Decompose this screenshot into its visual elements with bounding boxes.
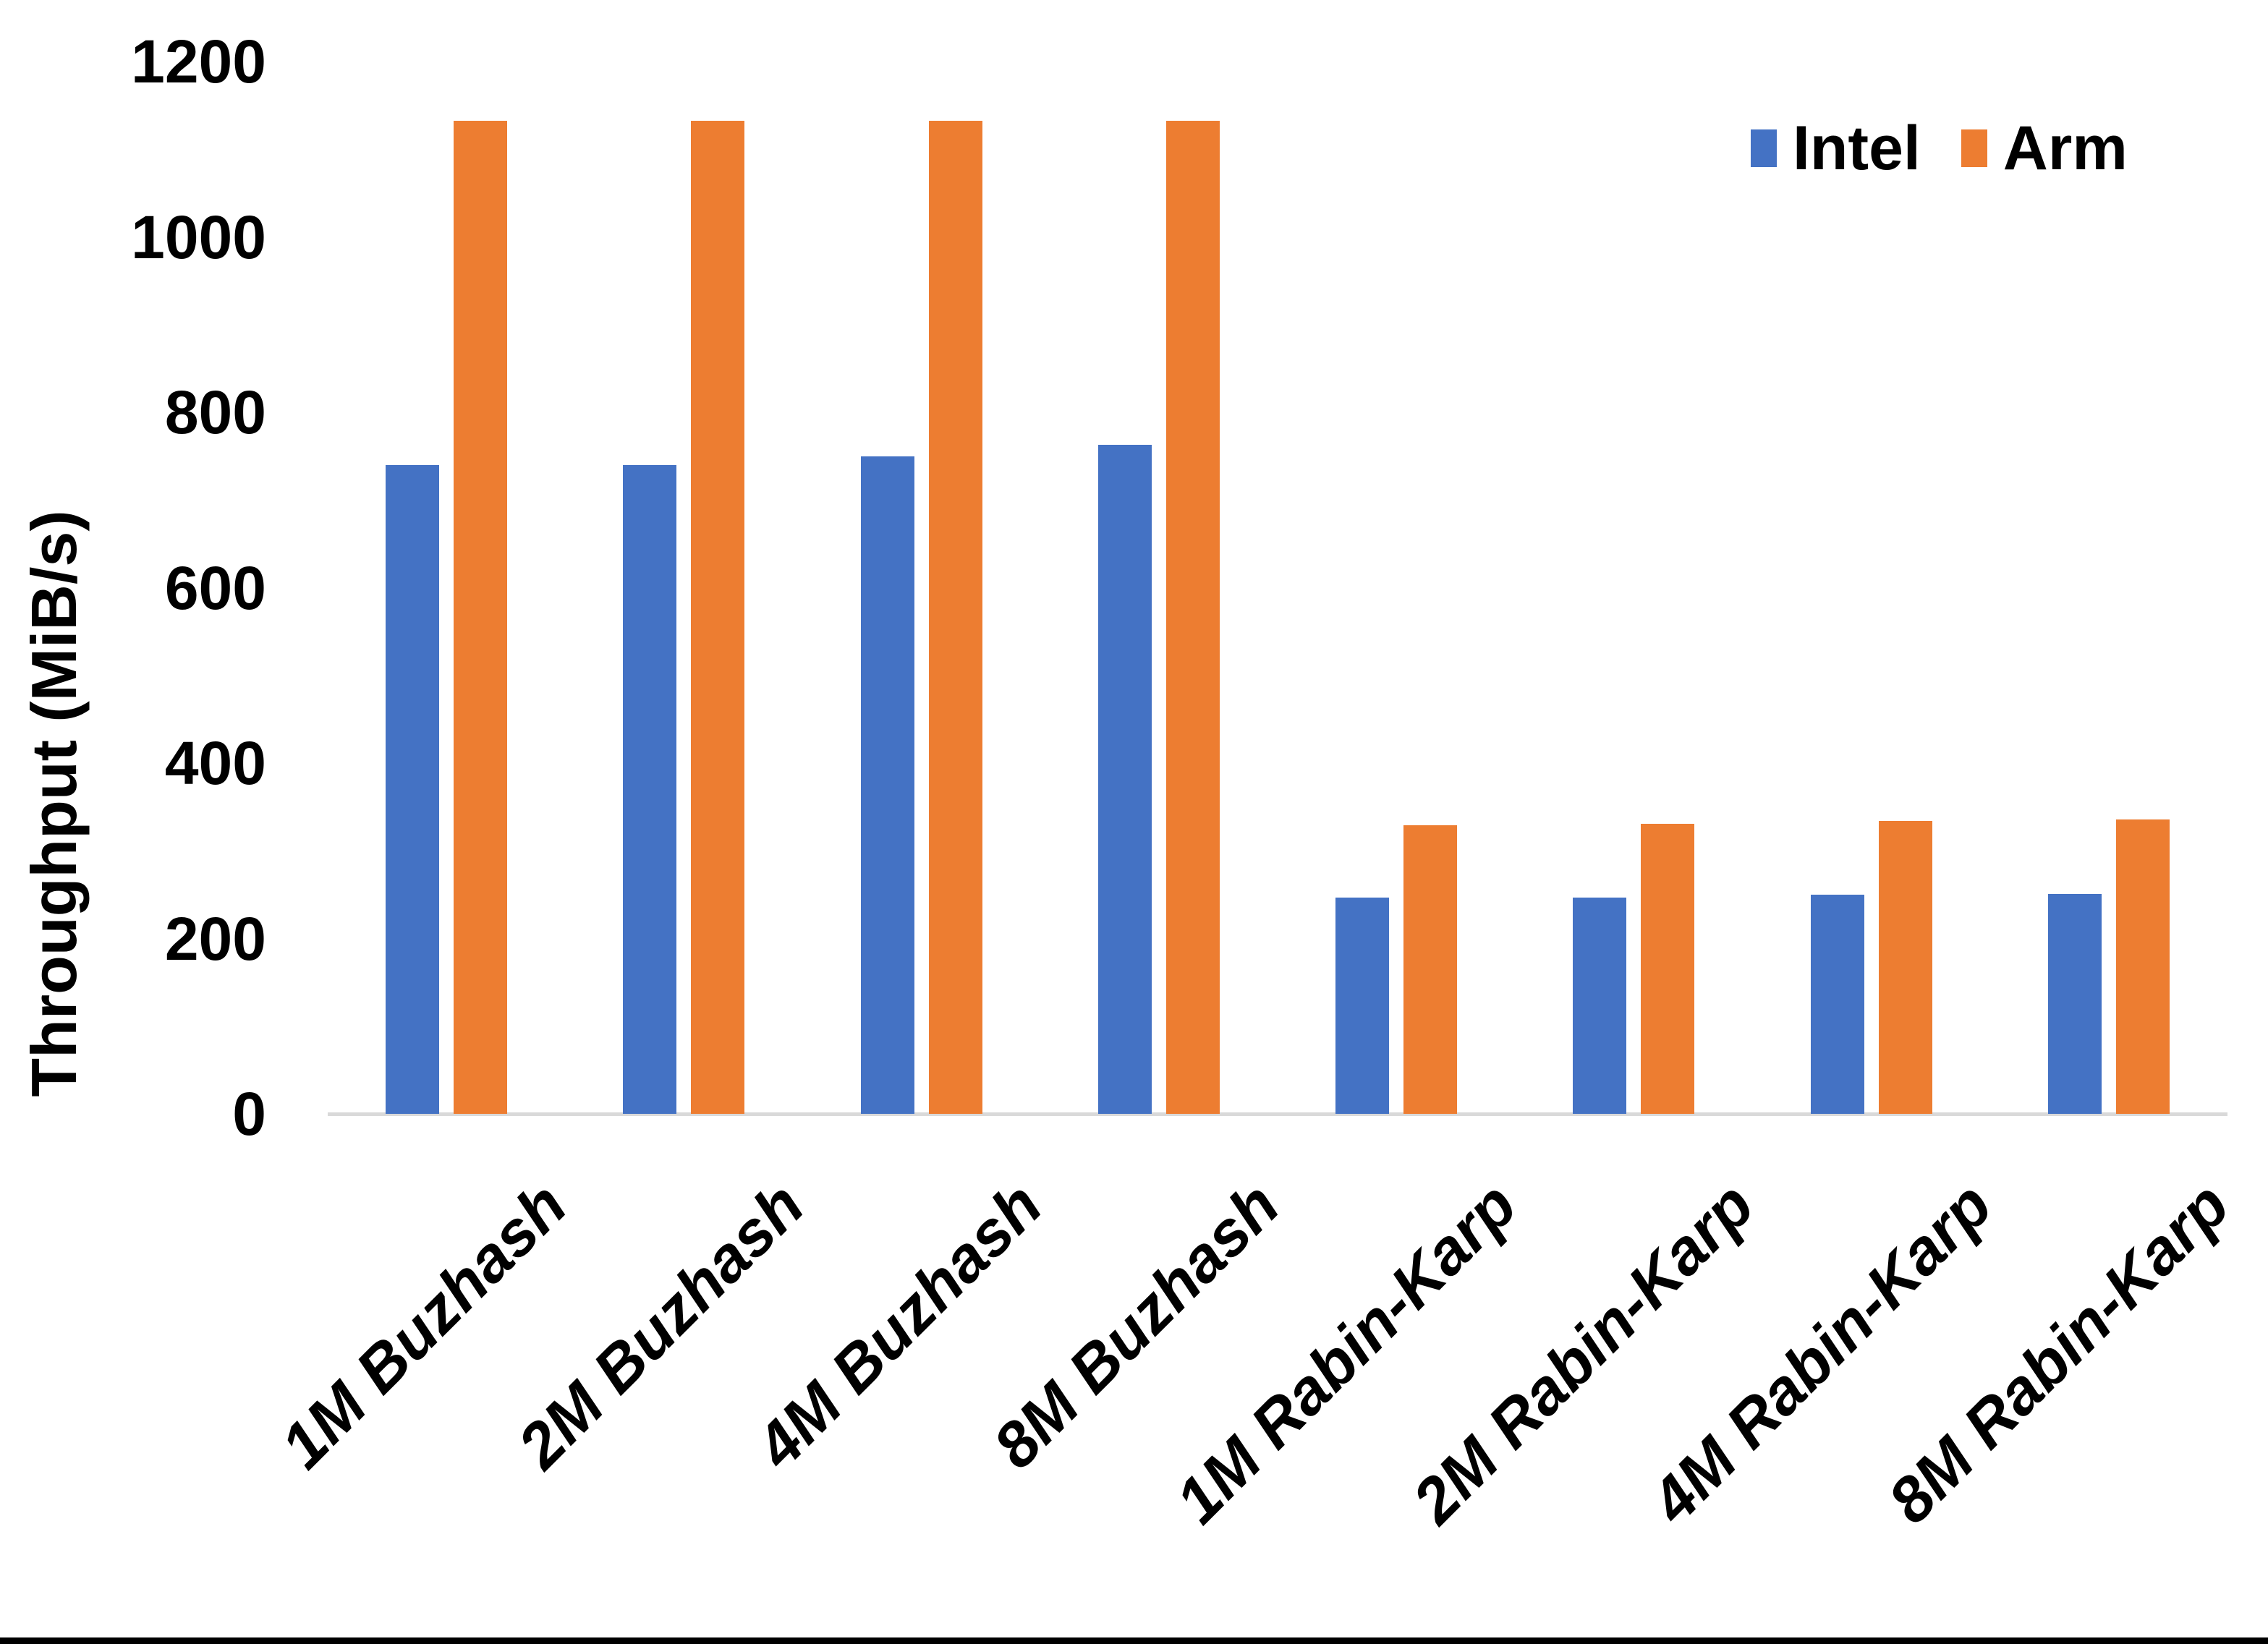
bar-intel-2m-rabin-karp [1573, 898, 1627, 1114]
y-tick-label: 1000 [131, 203, 266, 271]
y-tick-label: 800 [164, 378, 266, 446]
bar-arm-2m-buzhash [691, 121, 745, 1114]
bar-intel-4m-buzhash [860, 456, 914, 1114]
legend-item-arm: Arm [1961, 108, 2128, 188]
bar-arm-8m-buzhash [1165, 121, 1220, 1114]
y-tick-label: 600 [164, 553, 266, 622]
bar-intel-1m-buzhash [386, 465, 440, 1114]
bar-arm-2m-rabin-karp [1641, 824, 1695, 1114]
bar-arm-8m-rabin-karp [2115, 819, 2170, 1114]
bar-arm-1m-buzhash [454, 121, 508, 1114]
legend-swatch-intel [1751, 129, 1777, 167]
bar-intel-8m-buzhash [1097, 445, 1152, 1114]
legend-swatch-arm [1961, 129, 1987, 167]
y-tick-label: 1200 [131, 27, 266, 95]
bar-intel-8m-rabin-karp [2047, 894, 2102, 1114]
bar-intel-2m-buzhash [623, 465, 677, 1114]
legend-item-intel: Intel [1751, 108, 1921, 188]
legend: Intel Arm [1751, 108, 2128, 188]
legend-label-intel: Intel [1793, 114, 1921, 183]
bar-arm-1m-rabin-karp [1403, 825, 1458, 1114]
bar-arm-4m-buzhash [928, 121, 982, 1114]
bar-arm-4m-rabin-karp [1878, 821, 1932, 1114]
bar-intel-1m-rabin-karp [1335, 898, 1390, 1114]
x-axis-line [328, 1112, 2227, 1116]
y-tick-label: 0 [232, 1080, 266, 1148]
y-tick-label: 200 [164, 904, 266, 973]
legend-label-arm: Arm [2002, 114, 2128, 183]
bottom-border-bar [0, 1637, 2268, 1644]
y-tick-label: 400 [164, 729, 266, 797]
x-category-label: 1M Buzhash [266, 1168, 580, 1482]
bar-intel-4m-rabin-karp [1810, 895, 1864, 1114]
